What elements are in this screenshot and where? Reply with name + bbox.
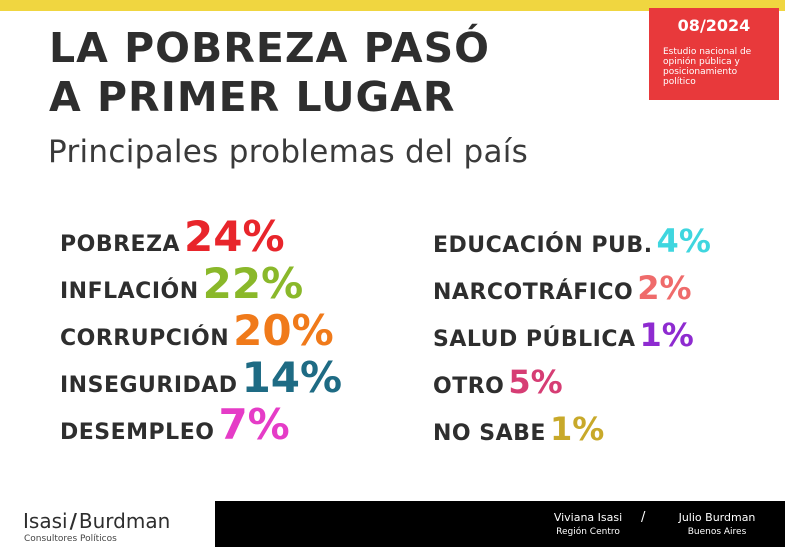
- problem-label: POBREZA: [60, 232, 181, 257]
- problem-row: CORRUPCIÓN20%: [60, 306, 342, 355]
- problem-label: NO SABE: [433, 421, 546, 446]
- problem-percent: 5%: [508, 363, 563, 401]
- credit-person-1: Viviana Isasi Región Centro: [545, 511, 631, 537]
- problem-row: NARCOTRÁFICO 2%: [433, 269, 711, 316]
- problem-row: EDUCACIÓN PUB. 4%: [433, 222, 711, 269]
- problem-percent: 24%: [184, 212, 285, 261]
- footer-brand-area: Isasi / Burdman Consultores Políticos: [0, 501, 215, 547]
- problem-row: INFLACIÓN22%: [60, 259, 342, 308]
- problem-row: INSEGURIDAD14%: [60, 353, 343, 402]
- badge-study-label: Estudio nacional de opinión pública y po…: [663, 47, 752, 87]
- problems-list-left: POBREZA24% INFLACIÓN22% CORRUPCIÓN20% IN…: [60, 212, 343, 449]
- title-line-1: LA POBREZA PASÓ: [49, 24, 490, 72]
- problem-percent: 1%: [639, 316, 694, 354]
- problem-percent: 4%: [656, 222, 711, 260]
- brand-name-right: Burdman: [78, 509, 171, 533]
- date-badge: 08/2024 Estudio nacional de opinión públ…: [649, 8, 779, 100]
- problem-label: NARCOTRÁFICO: [433, 280, 634, 305]
- problem-label: EDUCACIÓN PUB.: [433, 233, 653, 258]
- credit-person-2: Julio Burdman Buenos Aires: [668, 511, 766, 537]
- problem-percent: 20%: [233, 306, 334, 355]
- brand-logo: Isasi / Burdman: [23, 509, 170, 533]
- page-title: LA POBREZA PASÓ A PRIMER LUGAR: [49, 24, 490, 122]
- problem-row: DESEMPLEO7%: [60, 400, 342, 449]
- problem-label: SALUD PÚBLICA: [433, 327, 636, 352]
- brand-slash: /: [69, 509, 77, 533]
- person-name: Julio Burdman: [678, 511, 756, 524]
- problem-label: CORRUPCIÓN: [60, 326, 230, 351]
- top-accent-bar: [0, 0, 785, 11]
- page-subtitle: Principales problemas del país: [48, 134, 529, 170]
- problem-row: SALUD PÚBLICA 1%: [433, 316, 711, 363]
- brand-name-left: Isasi: [23, 509, 68, 533]
- problem-label: DESEMPLEO: [60, 420, 215, 445]
- problem-percent: 14%: [241, 353, 343, 402]
- credits-separator: /: [641, 510, 646, 525]
- problem-percent: 2%: [637, 269, 692, 307]
- problem-percent: 22%: [202, 259, 304, 308]
- brand-tagline: Consultores Políticos: [24, 534, 117, 544]
- footer-credits-bar: Viviana Isasi Región Centro / Julio Burd…: [215, 501, 785, 547]
- person-region: Buenos Aires: [687, 527, 747, 537]
- problem-label: INSEGURIDAD: [60, 373, 238, 398]
- problem-label: OTRO: [433, 374, 505, 399]
- problem-row: NO SABE 1%: [433, 410, 711, 457]
- person-region: Región Centro: [556, 527, 620, 537]
- badge-date: 08/2024: [677, 16, 751, 35]
- title-line-2: A PRIMER LUGAR: [49, 73, 456, 121]
- problem-row: POBREZA24%: [60, 212, 342, 261]
- problem-percent: 1%: [549, 410, 605, 448]
- problem-row: OTRO 5%: [433, 363, 711, 410]
- problem-label: INFLACIÓN: [60, 279, 199, 304]
- person-name: Viviana Isasi: [553, 511, 623, 524]
- problem-percent: 7%: [218, 400, 290, 449]
- problems-list-right: EDUCACIÓN PUB. 4% NARCOTRÁFICO 2% SALUD PÚ…: [433, 222, 711, 457]
